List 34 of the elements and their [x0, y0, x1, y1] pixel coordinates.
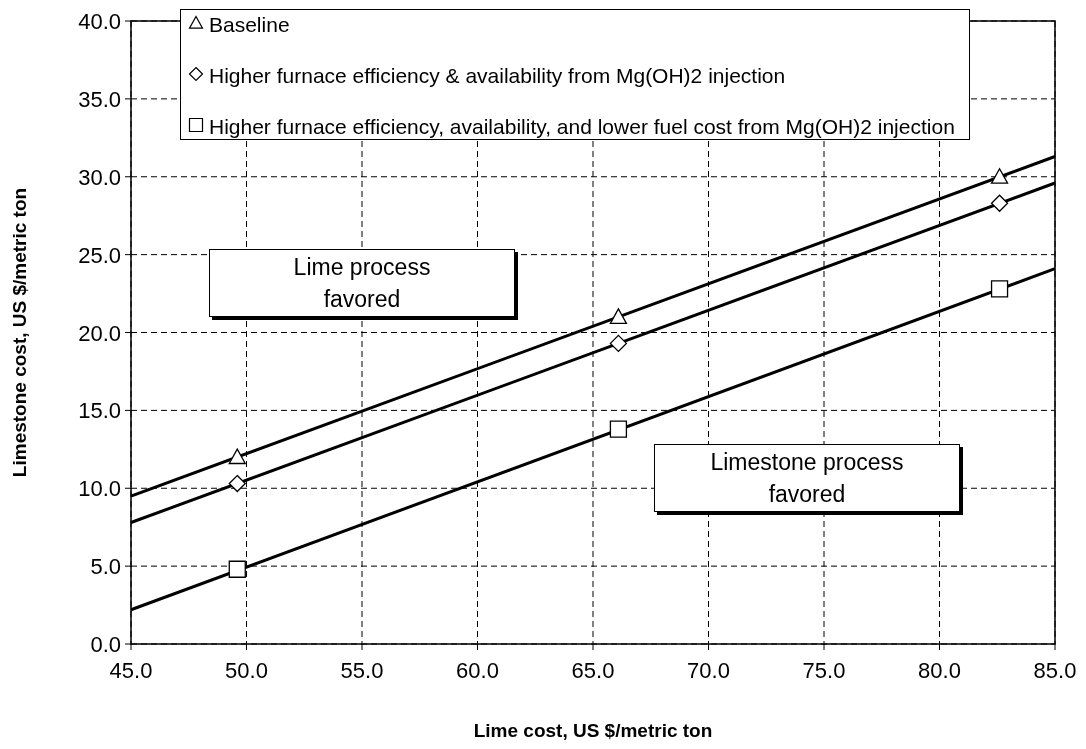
- point: [990, 194, 1009, 212]
- x-tick-label: 70.0: [687, 658, 730, 683]
- y-axis-title: Limestone cost, US $/metric ton: [9, 187, 30, 478]
- y-tick-label: 20.0: [78, 320, 121, 346]
- point: [228, 474, 246, 493]
- point: [228, 560, 246, 578]
- point: [990, 280, 1009, 298]
- x-tick-label: 45.0: [109, 658, 153, 683]
- y-tick-label: 10.0: [78, 476, 121, 502]
- y-tick-label: 15.0: [78, 398, 121, 424]
- x-tick-label: 85.0: [1033, 658, 1077, 683]
- y-tick-label: 5.0: [90, 554, 121, 580]
- annotation: Lime process favored: [292, 253, 432, 314]
- x-tick-label: 55.0: [340, 658, 384, 683]
- x-axis-title: Lime cost, US $/metric ton: [473, 720, 713, 741]
- x-tick-label: 65.0: [571, 658, 615, 683]
- legend-label: Higher furnace efficiency, availability, and lower fuel cost from Mg(OH)2 injection: [209, 114, 955, 139]
- point: [609, 308, 628, 324]
- x-tick-label: 60.0: [456, 658, 499, 683]
- legend-label: Higher furnace efficiency & availability from Mg(OH)2 injection: [209, 63, 786, 88]
- point: [609, 334, 628, 353]
- y-tick-label: 30.0: [78, 164, 121, 190]
- x-tick-label: 80.0: [918, 658, 961, 683]
- y-tick-label: 35.0: [78, 86, 121, 112]
- y-tick-label: 0.0: [90, 632, 121, 657]
- x-tick-label: 75.0: [802, 658, 846, 683]
- point: [990, 168, 1009, 184]
- y-tick-label: 25.0: [78, 242, 121, 268]
- point: [609, 420, 628, 438]
- annotation: Limestone process favored: [709, 448, 905, 509]
- y-tick-label: 40.0: [78, 9, 121, 34]
- x-tick-label: 50.0: [225, 658, 268, 683]
- legend-label: Baseline: [209, 12, 290, 37]
- point: [228, 448, 246, 465]
